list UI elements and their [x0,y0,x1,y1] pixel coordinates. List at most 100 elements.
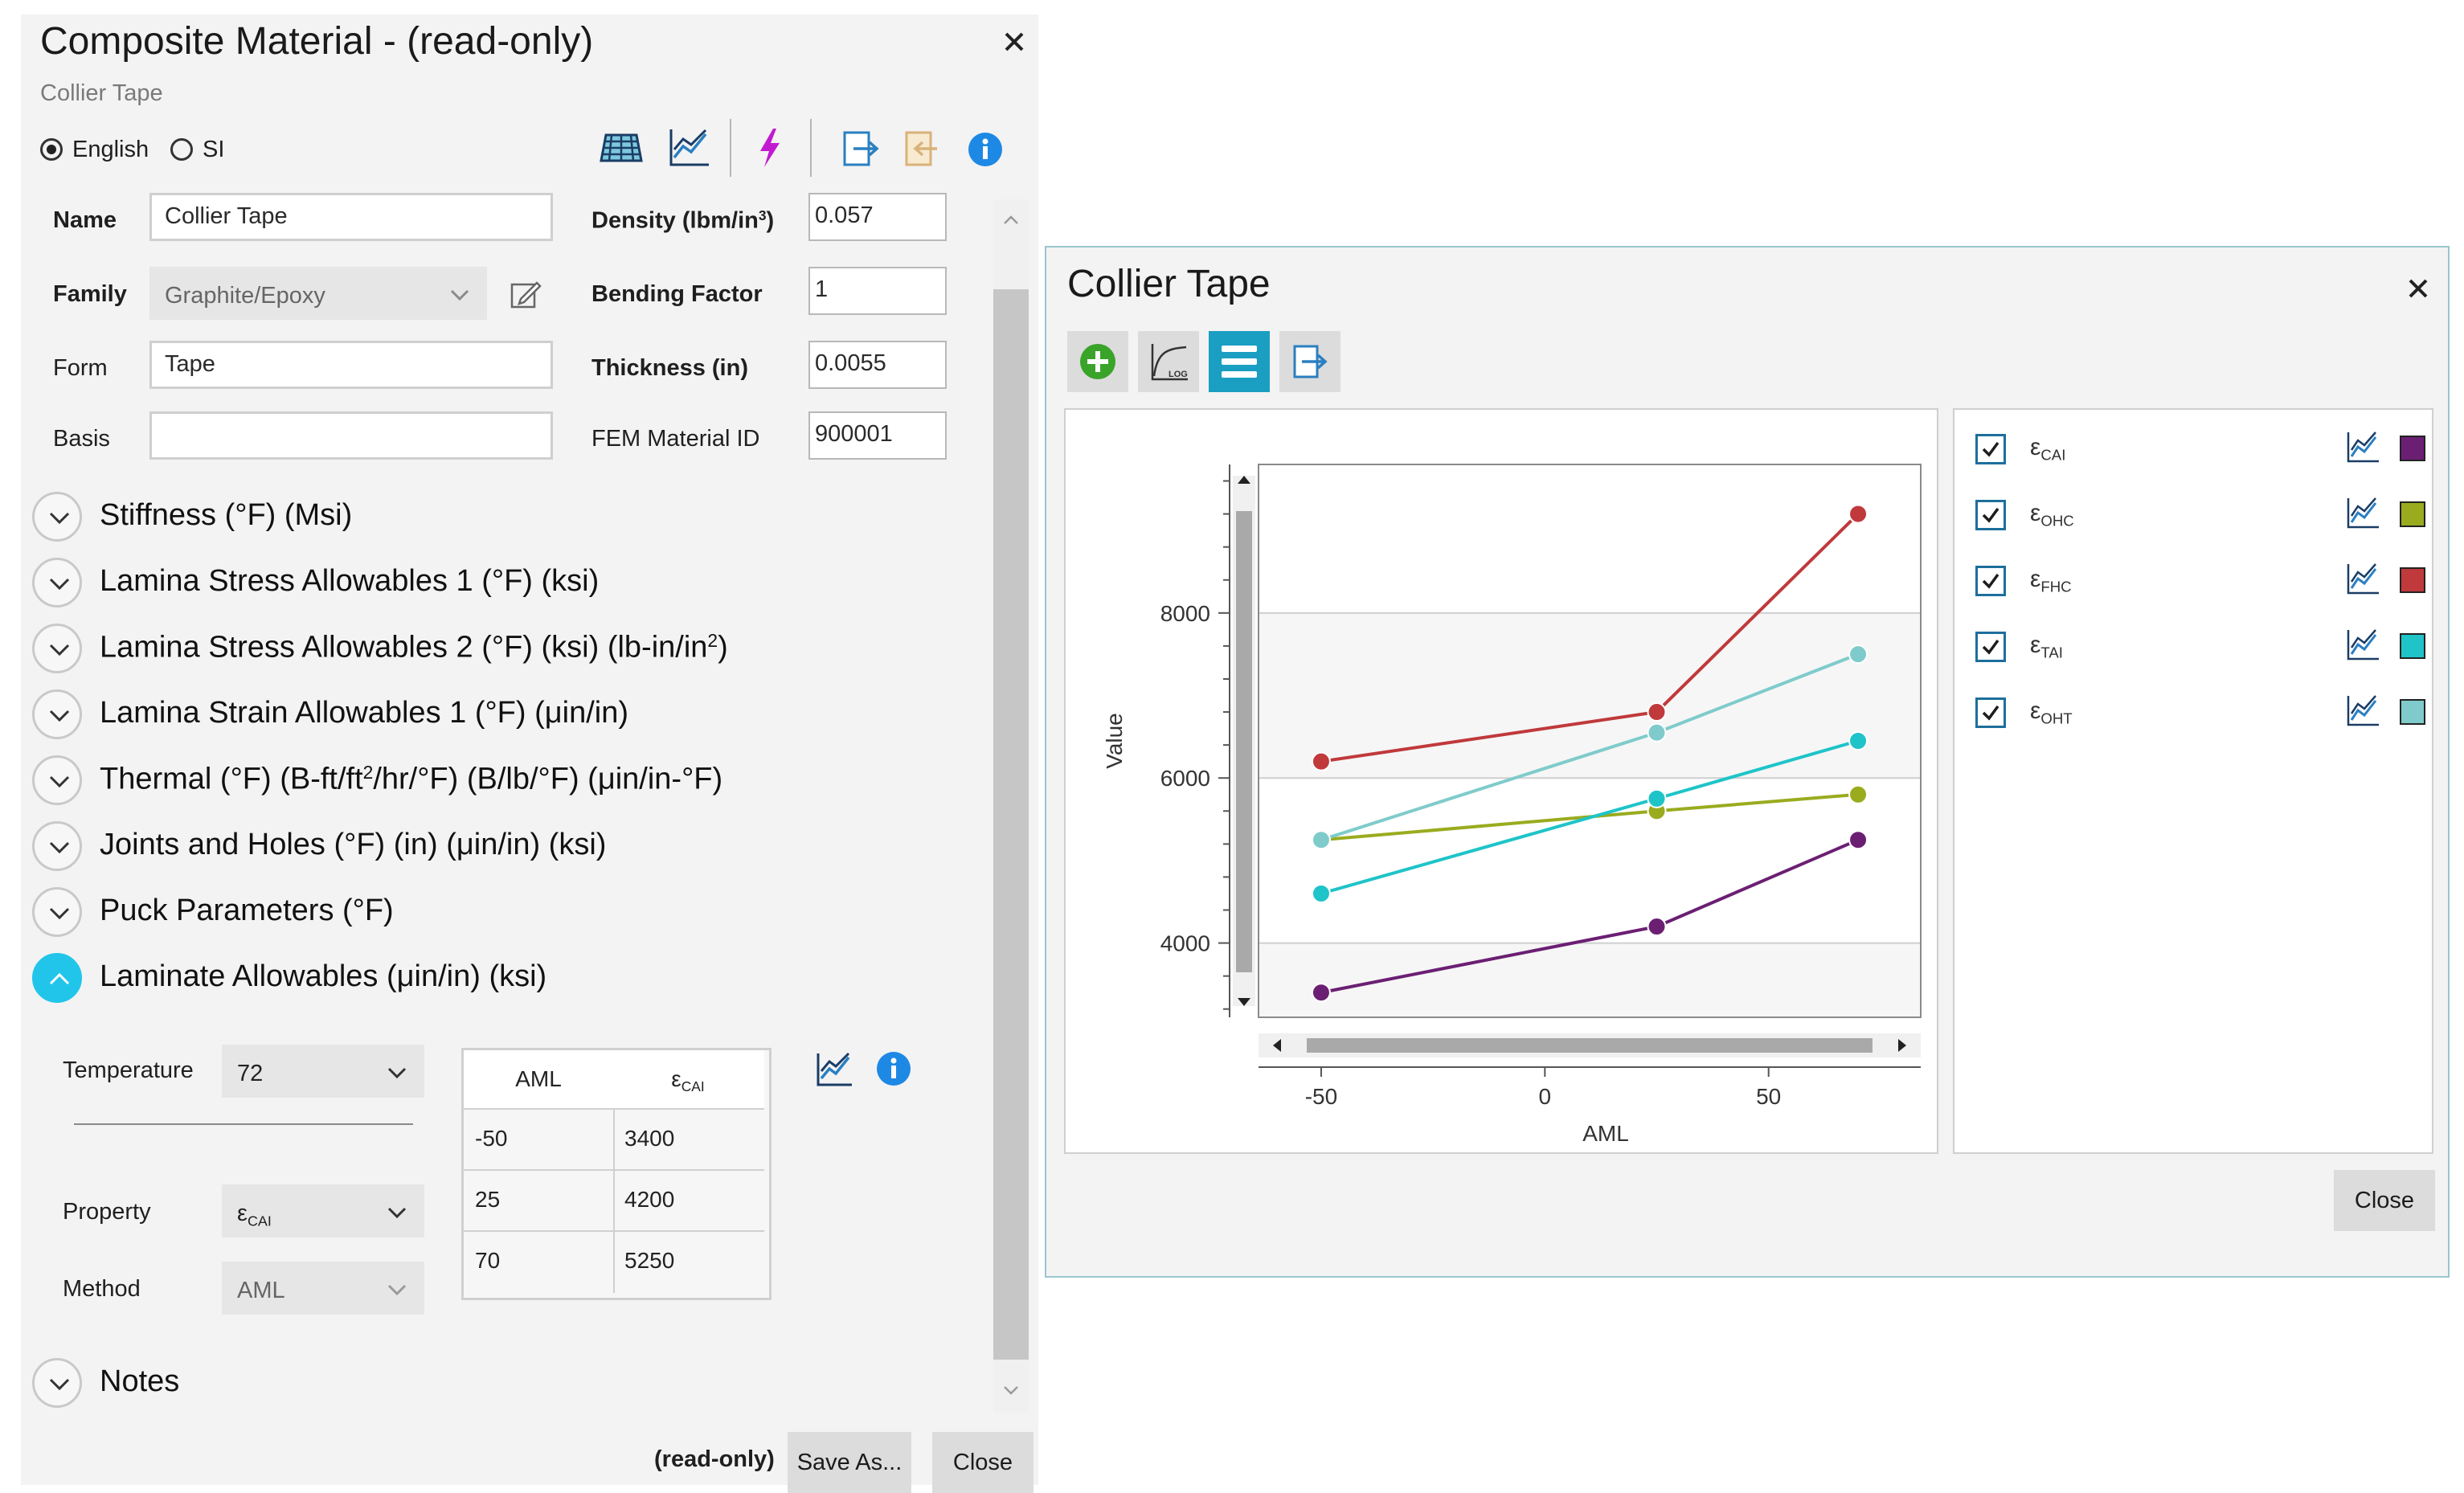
close-button[interactable]: Close [932,1432,1033,1493]
legend-label-sub: TAI [2040,644,2063,661]
y-axis-label: Value [1102,713,1127,769]
table-row[interactable]: -50 3400 [464,1110,764,1169]
legend-label: εOHT [2030,697,2073,728]
fem-material-id-field[interactable]: 900001 [808,411,947,460]
chevron-down-icon [49,710,70,722]
table-row[interactable]: 70 5250 [464,1232,764,1291]
x-scrollbar-thumb [1307,1038,1873,1053]
legend-label-main: ε [2030,632,2041,658]
cell-value: 4200 [624,1187,675,1212]
import-icon[interactable] [902,130,940,167]
info-icon[interactable] [968,132,1003,167]
expand-notes-button[interactable] [32,1358,82,1408]
chart-icon[interactable] [815,1051,853,1088]
column-header-aml: AML [515,1066,562,1091]
expand-lamina-stress-2-button[interactable] [32,624,82,673]
chart-close-button[interactable]: Close [2334,1170,2435,1231]
series-checkbox[interactable] [1975,500,2006,530]
info-icon[interactable] [876,1051,911,1086]
expand-stiffness-button[interactable] [32,492,82,542]
density-field[interactable]: 0.057 [808,193,947,241]
data-point-0-1 [1647,917,1667,937]
close-icon[interactable] [1000,27,1029,56]
expand-lamina-stress-1-button[interactable] [32,558,82,607]
series-color-swatch[interactable] [2400,501,2425,527]
series-chart-icon[interactable] [2345,694,2380,728]
expand-puck-parameters-button[interactable] [32,887,82,937]
series-checkbox[interactable] [1975,566,2006,596]
series-color-swatch[interactable] [2400,436,2425,461]
thickness-field[interactable]: 0.0055 [808,341,947,389]
series-chart-icon[interactable] [2345,628,2380,662]
export-chart-button[interactable] [1279,331,1340,392]
section-puck-parameters[interactable]: Puck Parameters (°F) [100,894,394,927]
series-checkbox[interactable] [1975,632,2006,662]
series-chart-icon[interactable] [2345,497,2380,530]
property-dropdown[interactable]: εCAI [222,1184,424,1237]
export-icon[interactable] [842,130,881,167]
series-color-swatch[interactable] [2400,699,2425,725]
dialog-subtitle: Collier Tape [40,80,163,106]
read-only-status: (read-only) [654,1446,775,1472]
y-tick-label: 4000 [1160,931,1210,956]
dialog-title: Composite Material - (read-only) [40,20,594,63]
si-radio[interactable] [170,138,193,161]
x-tick-label: 50 [1756,1084,1781,1109]
form-field[interactable]: Tape [149,341,553,389]
section-thermal[interactable]: Thermal (°F) (B-ft/ft2/hr/°F) (B/lb/°F) … [100,762,723,796]
data-point-0-0 [1311,983,1331,1003]
chart-icon[interactable] [667,127,712,169]
save-as-button[interactable]: Save As... [788,1432,911,1493]
section-notes[interactable]: Notes [100,1364,180,1398]
series-color-swatch[interactable] [2400,567,2425,593]
log-scale-button[interactable]: LOG [1138,331,1199,392]
plot-border [1258,464,1922,1018]
series-chart-icon[interactable] [2345,431,2380,464]
edit-icon[interactable] [510,280,542,310]
basis-field[interactable] [149,411,553,460]
section-laminate-allowables[interactable]: Laminate Allowables (μin/in) (ksi) [100,959,547,993]
english-radio[interactable] [40,138,63,161]
toggle-legend-button[interactable] [1209,331,1270,392]
expand-lamina-strain-button[interactable] [32,689,82,739]
scrollbar-thumb[interactable] [993,289,1029,1360]
add-series-button[interactable] [1067,331,1128,392]
cell-aml: 25 [475,1187,501,1212]
data-point-3-1 [1647,788,1667,808]
series-chart-icon[interactable] [2345,562,2380,596]
series-color-swatch[interactable] [2400,633,2425,659]
collapse-laminate-allowables-button[interactable] [32,953,82,1003]
legend-label-main: ε [2030,697,2041,724]
legend-label-sub: OHT [2040,710,2073,727]
chevron-down-icon [387,1067,407,1079]
close-icon[interactable] [2405,275,2432,302]
expand-thermal-button[interactable] [32,755,82,805]
bending-factor-field[interactable]: 1 [808,267,947,315]
data-point-3-0 [1311,883,1331,903]
expand-joints-holes-button[interactable] [32,821,82,871]
scroll-down-icon[interactable] [1003,1385,1019,1397]
series-checkbox[interactable] [1975,434,2006,464]
section-lamina-stress-1[interactable]: Lamina Stress Allowables 1 (°F) (ksi) [100,564,600,598]
section-lamina-strain[interactable]: Lamina Strain Allowables 1 (°F) (μin/in) [100,696,629,730]
section-stiffness[interactable]: Stiffness (°F) (Msi) [100,498,353,532]
cell-value: 3400 [624,1126,675,1151]
section-joints-holes[interactable]: Joints and Holes (°F) (in) (μin/in) (ksi… [100,828,607,861]
temperature-dropdown[interactable]: 72 [222,1045,424,1098]
scroll-up-icon[interactable] [1003,214,1019,225]
table-row[interactable]: 25 4200 [464,1171,764,1230]
table-header: AML εCAI [464,1050,764,1108]
name-field[interactable]: Collier Tape [149,193,553,241]
layup-icon[interactable] [598,127,645,169]
column-header-ecai: εCAI [671,1066,705,1095]
series-checkbox[interactable] [1975,697,2006,728]
divider [74,1123,413,1125]
data-point-4-1 [1647,722,1667,742]
scrollbar[interactable] [993,199,1029,1413]
data-point-1-2 [1848,784,1868,804]
lightning-icon[interactable] [754,127,786,169]
grid-band [1259,612,1921,779]
legend-label-sub: OHC [2040,512,2074,530]
section-lamina-stress-2[interactable]: Lamina Stress Allowables 2 (°F) (ksi) (l… [100,630,728,665]
chevron-down-icon [49,907,70,920]
